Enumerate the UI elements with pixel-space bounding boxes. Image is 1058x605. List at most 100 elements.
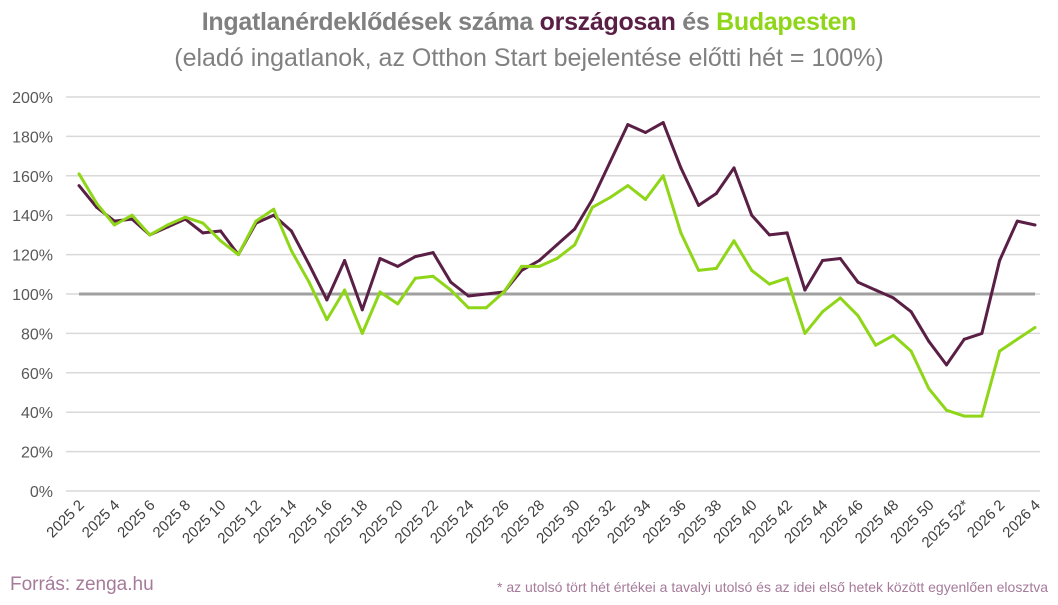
data-point <box>378 290 382 294</box>
data-point <box>891 296 895 300</box>
data-point <box>130 213 134 217</box>
x-tick-label: 2026 4 <box>999 497 1043 541</box>
data-point <box>821 259 825 263</box>
data-point <box>590 197 594 201</box>
data-point <box>962 414 966 418</box>
data-point <box>803 331 807 335</box>
title-part: és <box>675 8 717 36</box>
data-point <box>714 266 718 270</box>
data-point <box>201 221 205 225</box>
y-tick-label: 160% <box>12 169 53 186</box>
data-point <box>272 207 276 211</box>
data-point <box>838 296 842 300</box>
data-point <box>413 276 417 280</box>
data-point <box>77 172 81 176</box>
data-point <box>431 274 435 278</box>
data-point <box>803 288 807 292</box>
data-point <box>944 363 948 367</box>
data-point <box>77 184 81 188</box>
data-point <box>626 184 630 188</box>
y-tick-label: 200% <box>12 90 53 107</box>
title-part: országosan <box>539 8 676 36</box>
data-point <box>1033 325 1037 329</box>
data-point <box>821 310 825 314</box>
data-point <box>732 166 736 170</box>
data-point <box>130 217 134 221</box>
data-point <box>962 337 966 341</box>
data-point <box>112 223 116 227</box>
data-point <box>767 233 771 237</box>
chart-subtitle: (eladó ingatlanok, az Otthon Start bejel… <box>174 44 884 72</box>
data-point <box>785 276 789 280</box>
data-point <box>909 349 913 353</box>
data-point <box>608 160 612 164</box>
data-point <box>555 257 559 261</box>
data-point <box>874 343 878 347</box>
data-point <box>732 239 736 243</box>
y-tick-label: 0% <box>30 484 53 501</box>
data-point <box>927 387 931 391</box>
data-point <box>1015 219 1019 223</box>
data-point <box>183 215 187 219</box>
data-point <box>289 249 293 253</box>
data-point <box>484 306 488 310</box>
data-point <box>343 288 347 292</box>
data-point <box>201 231 205 235</box>
y-tick-label: 60% <box>21 366 53 383</box>
x-tick-label: 2026 2 <box>964 497 1008 541</box>
data-point <box>449 288 453 292</box>
data-point <box>520 264 524 268</box>
data-point <box>644 197 648 201</box>
source-label: Forrás: zenga.hu <box>10 574 154 595</box>
data-point <box>874 288 878 292</box>
data-point <box>661 174 665 178</box>
y-tick-label: 180% <box>12 129 53 146</box>
data-point <box>856 280 860 284</box>
data-point <box>360 331 364 335</box>
data-point <box>449 280 453 284</box>
data-point <box>944 408 948 412</box>
data-point <box>661 121 665 125</box>
data-point <box>289 229 293 233</box>
data-point <box>750 268 754 272</box>
data-point <box>95 201 99 205</box>
data-point <box>697 203 701 207</box>
data-point <box>166 223 170 227</box>
data-point <box>998 259 1002 263</box>
data-point <box>431 251 435 255</box>
x-tick-label: 2025 6 <box>114 497 158 541</box>
x-tick-label: 2025 4 <box>79 497 123 541</box>
data-point <box>236 253 240 257</box>
title-part: Ingatlanérdeklődések száma <box>201 8 540 36</box>
y-tick-label: 140% <box>12 208 53 225</box>
y-tick-label: 20% <box>21 445 53 462</box>
data-point <box>219 239 223 243</box>
data-point <box>555 243 559 247</box>
data-point <box>396 264 400 268</box>
title-part: Budapesten <box>716 8 857 36</box>
data-point <box>608 195 612 199</box>
chart-title: Ingatlanérdeklődések száma országosan és… <box>0 8 1058 37</box>
data-point <box>697 268 701 272</box>
data-point <box>980 331 984 335</box>
data-point <box>714 192 718 196</box>
data-point <box>750 213 754 217</box>
y-tick-label: 120% <box>12 248 53 265</box>
data-point <box>644 130 648 134</box>
data-point <box>998 349 1002 353</box>
data-point <box>767 282 771 286</box>
data-point <box>325 318 329 322</box>
data-point <box>360 308 364 312</box>
data-point <box>590 205 594 209</box>
data-point <box>573 243 577 247</box>
data-point <box>980 414 984 418</box>
data-point <box>484 292 488 296</box>
data-point <box>148 233 152 237</box>
data-point <box>254 219 258 223</box>
data-point <box>909 310 913 314</box>
data-point <box>325 298 329 302</box>
data-point <box>307 262 311 266</box>
data-point <box>1015 337 1019 341</box>
data-point <box>537 259 541 263</box>
